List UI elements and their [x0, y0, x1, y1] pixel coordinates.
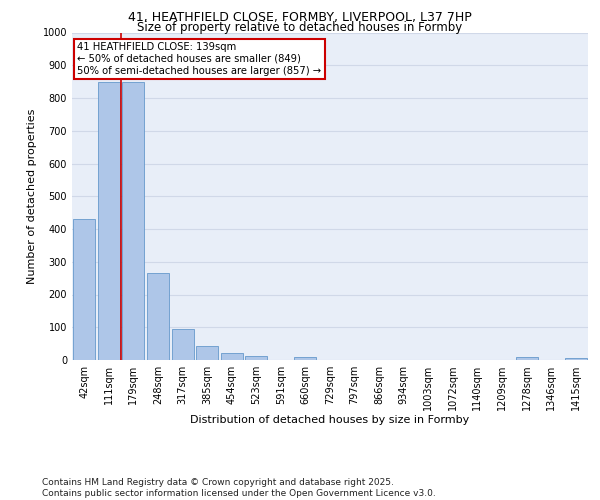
Bar [172, 329, 194, 360]
Bar [122, 82, 145, 360]
Bar [295, 358, 316, 360]
Bar [515, 358, 538, 360]
Bar [245, 356, 268, 360]
Bar [221, 354, 243, 360]
Text: 41 HEATHFIELD CLOSE: 139sqm
← 50% of detached houses are smaller (849)
50% of se: 41 HEATHFIELD CLOSE: 139sqm ← 50% of det… [77, 42, 321, 76]
Bar [565, 358, 587, 360]
X-axis label: Distribution of detached houses by size in Formby: Distribution of detached houses by size … [190, 414, 470, 424]
Text: Contains HM Land Registry data © Crown copyright and database right 2025.
Contai: Contains HM Land Registry data © Crown c… [42, 478, 436, 498]
Bar [98, 82, 120, 360]
Bar [196, 346, 218, 360]
Bar [147, 273, 169, 360]
Bar [73, 219, 95, 360]
Text: Size of property relative to detached houses in Formby: Size of property relative to detached ho… [137, 22, 463, 35]
Text: 41, HEATHFIELD CLOSE, FORMBY, LIVERPOOL, L37 7HP: 41, HEATHFIELD CLOSE, FORMBY, LIVERPOOL,… [128, 12, 472, 24]
Y-axis label: Number of detached properties: Number of detached properties [27, 108, 37, 284]
